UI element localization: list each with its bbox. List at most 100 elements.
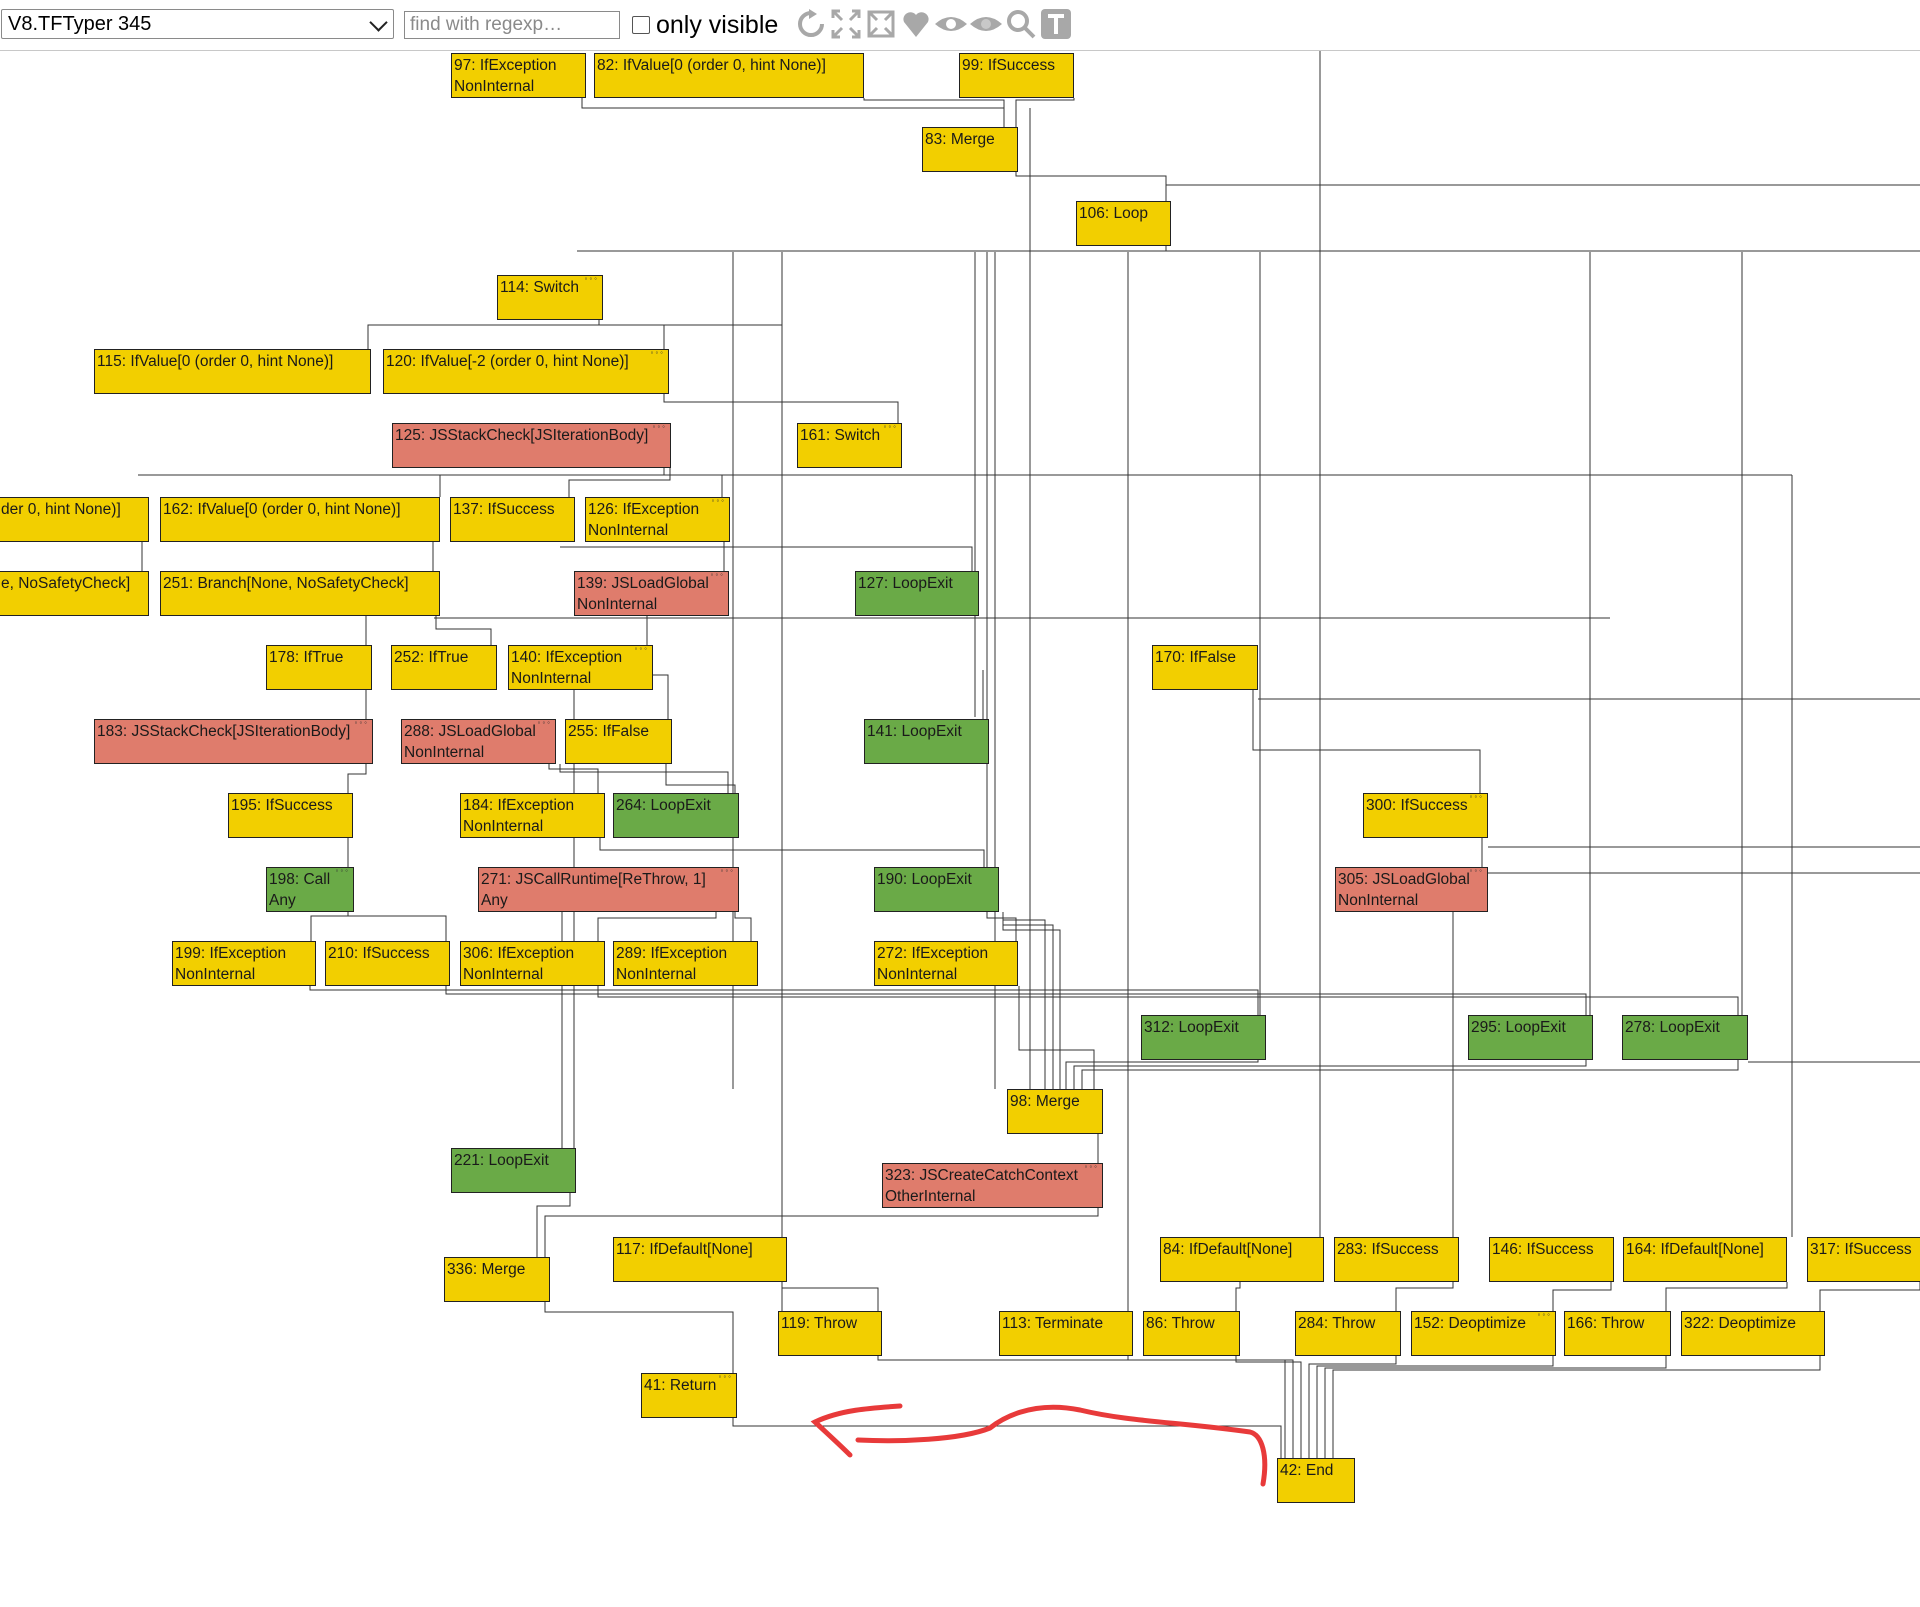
graph-node-164[interactable]: 164: IfDefault[None] [1623, 1237, 1787, 1282]
graph-node-114[interactable]: 114: Switch ◦◦◦ [497, 275, 603, 320]
graph-node-42[interactable]: 42: End [1277, 1458, 1355, 1503]
graph-node-113[interactable]: 113: Terminate [999, 1311, 1133, 1356]
graph-edge [1665, 1282, 1788, 1311]
node-label: 198: Call Any [269, 871, 331, 909]
graph-node-284[interactable]: 284: Throw [1295, 1311, 1401, 1356]
graph-node-137[interactable]: 137: IfSuccess [450, 497, 575, 542]
input-ports-dots: ◦◦◦ [1469, 793, 1484, 801]
graph-node-162[interactable]: 162: IfValue[0 (order 0, hint None)] [160, 497, 440, 542]
node-label: 98: Merge [1010, 1093, 1080, 1110]
reload-icon[interactable] [794, 6, 828, 42]
graph-edge [599, 838, 985, 867]
node-label: 288: JSLoadGlobal NonInternal [404, 723, 536, 761]
graph-edge [559, 764, 729, 793]
node-label: 272: IfException NonInternal [877, 945, 989, 983]
graph-node-178[interactable]: 178: IfTrue [266, 645, 372, 690]
graph-node-199[interactable]: 199: IfException NonInternal [172, 941, 316, 986]
graph-node-278[interactable]: 278: LoopExit [1622, 1015, 1748, 1060]
node-label: 141: LoopExit [867, 723, 962, 740]
graph-node-289[interactable]: 289: IfException NonInternal [613, 941, 758, 986]
search-icon[interactable] [1004, 6, 1038, 42]
graph-node-322[interactable]: 322: Deoptimize [1681, 1311, 1825, 1356]
graph-node-336[interactable]: 336: Merge [444, 1257, 550, 1302]
graph-node-184[interactable]: 184: IfException NonInternal [460, 793, 605, 838]
graph-node-84[interactable]: 84: IfDefault[None] [1160, 1237, 1324, 1282]
expand-layout-icon[interactable] [829, 6, 863, 42]
node-label: 317: IfSuccess [1810, 1241, 1912, 1258]
graph-node-140[interactable]: 140: IfException NonInternal ◦◦◦ [508, 645, 653, 690]
graph-node-161[interactable]: 161: Switch ◦◦◦ [797, 423, 902, 468]
graph-node-306[interactable]: 306: IfException NonInternal [460, 941, 605, 986]
graph-node-300[interactable]: 300: IfSuccess ◦◦◦ [1363, 793, 1488, 838]
toolbar-icons [794, 6, 1074, 42]
graph-node-283[interactable]: 283: IfSuccess [1334, 1237, 1459, 1282]
graph-node-251[interactable]: 251: Branch[None, NoSafetyCheck] [160, 571, 440, 616]
graph-node-210[interactable]: 210: IfSuccess [325, 941, 450, 986]
graph-node-117[interactable]: 117: IfDefault[None] [613, 1237, 787, 1282]
graph-node-272[interactable]: 272: IfException NonInternal [874, 941, 1018, 986]
graph-node-99[interactable]: 99: IfSuccess [959, 53, 1074, 98]
graph-node-120[interactable]: 120: IfValue[-2 (order 0, hint None)] ◦◦◦ [383, 349, 669, 394]
graph-node-119[interactable]: 119: Throw [778, 1311, 882, 1356]
graph-node-252[interactable]: 252: IfTrue [391, 645, 497, 690]
node-label: 278: LoopExit [1625, 1019, 1720, 1036]
graph-node-170[interactable]: 170: IfFalse [1152, 645, 1258, 690]
input-ports-dots: ◦◦◦ [711, 497, 726, 505]
graph-node-264[interactable]: 264: LoopExit [613, 793, 739, 838]
graph-edge [598, 320, 665, 349]
graph-node-166[interactable]: 166: Throw [1564, 1311, 1671, 1356]
graph-node-86[interactable]: 86: Throw [1143, 1311, 1240, 1356]
graph-node-183[interactable]: 183: JSStackCheck[JSIterationBody] ◦◦◦ [94, 719, 373, 764]
graph-node-221[interactable]: 221: LoopExit [451, 1148, 576, 1193]
graph-node-97[interactable]: 97: IfException NonInternal [451, 53, 586, 98]
toolbar: V8.TFTyper 345 only visible [0, 0, 1920, 51]
graph-edge [367, 320, 600, 349]
input-ports-dots: ◦◦◦ [335, 867, 350, 875]
collapse-layout-icon[interactable] [864, 6, 898, 42]
node-label: 137: IfSuccess [453, 501, 555, 518]
graph-edge [597, 986, 1739, 1015]
graph-node-126[interactable]: 126: IfException NonInternal ◦◦◦ [585, 497, 730, 542]
graph-node-152[interactable]: 152: Deoptimize ◦◦◦ [1411, 1311, 1556, 1356]
type-toggle-icon[interactable] [1039, 6, 1073, 42]
node-label: 164: IfDefault[None] [1626, 1241, 1764, 1258]
graph-node-106[interactable]: 106: Loop [1076, 201, 1171, 246]
graph-node-312[interactable]: 312: LoopExit [1141, 1015, 1266, 1060]
graph-node-41[interactable]: 41: Return ◦◦◦ [641, 1373, 737, 1418]
search-input[interactable] [404, 11, 620, 39]
graph-node-146[interactable]: 146: IfSuccess [1489, 1237, 1614, 1282]
graph-node-139[interactable]: 139: JSLoadGlobal NonInternal ◦◦◦ [574, 571, 729, 616]
graph-edge [310, 912, 349, 941]
graph-node-271[interactable]: 271: JSCallRuntime[ReThrow, 1] Any ◦◦◦ [478, 867, 739, 912]
graph-node-295[interactable]: 295: LoopExit [1468, 1015, 1593, 1060]
graph-node-305[interactable]: 305: JSLoadGlobal NonInternal ◦◦◦ [1335, 867, 1488, 912]
show-eye-icon[interactable] [934, 6, 968, 42]
hide-eye-icon[interactable] [969, 6, 1003, 42]
graph-node-141[interactable]: 141: LoopExit [864, 719, 989, 764]
graph-node-x2[interactable]: e, NoSafetyCheck] [0, 571, 149, 616]
graph-node-198[interactable]: 198: Call Any ◦◦◦ [266, 867, 354, 912]
graph-node-317[interactable]: 317: IfSuccess [1807, 1237, 1920, 1282]
phase-select[interactable]: V8.TFTyper 345 [1, 9, 394, 39]
node-label: 252: IfTrue [394, 649, 469, 666]
graph-node-125[interactable]: 125: JSStackCheck[JSIterationBody] ◦◦◦ [392, 423, 671, 468]
graph-canvas[interactable]: 97: IfException NonInternal 82: IfValue[0… [0, 50, 1920, 1607]
graph-node-x1[interactable]: der 0, hint None)] [0, 497, 149, 542]
graph-node-83[interactable]: 83: Merge [922, 127, 1018, 172]
input-ports-dots: ◦◦◦ [883, 423, 898, 431]
graph-edge [986, 912, 1017, 941]
graph-node-195[interactable]: 195: IfSuccess [228, 793, 353, 838]
heart-icon[interactable] [899, 6, 933, 42]
graph-node-98[interactable]: 98: Merge [1007, 1089, 1103, 1134]
graph-node-127[interactable]: 127: LoopExit [855, 571, 979, 616]
only-visible-checkbox[interactable] [632, 16, 650, 34]
graph-node-82[interactable]: 82: IfValue[0 (order 0, hint None)] [594, 53, 864, 98]
graph-node-255[interactable]: 255: IfFalse [565, 719, 672, 764]
only-visible-toggle[interactable]: only visible [632, 11, 778, 39]
input-ports-dots: ◦◦◦ [720, 867, 735, 875]
graph-node-115[interactable]: 115: IfValue[0 (order 0, hint None)] [94, 349, 371, 394]
graph-node-288[interactable]: 288: JSLoadGlobal NonInternal ◦◦◦ [401, 719, 556, 764]
graph-node-323[interactable]: 323: JSCreateCatchContext OtherInternal ◦… [882, 1163, 1103, 1208]
graph-node-190[interactable]: 190: LoopExit [874, 867, 999, 912]
input-ports-dots: ◦◦◦ [1084, 1163, 1099, 1171]
